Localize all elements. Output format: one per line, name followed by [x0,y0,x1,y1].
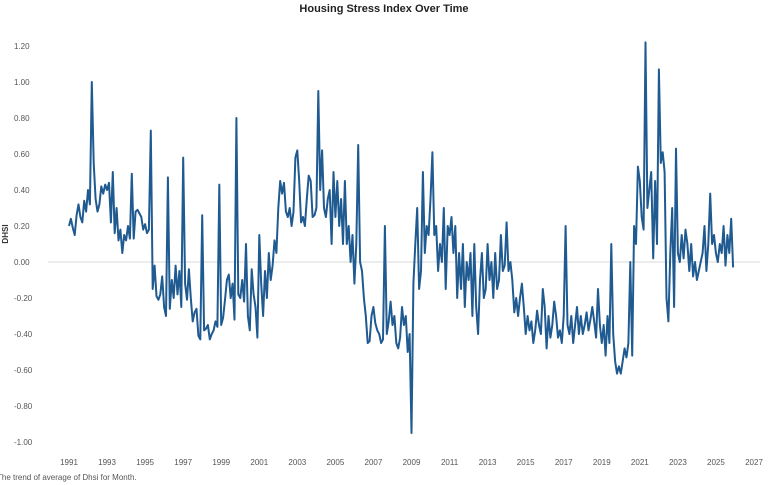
y-tick-label: 0.40 [14,186,30,195]
x-tick-label: 2023 [669,458,687,467]
y-tick-label: 1.20 [14,42,30,51]
x-tick-label: 1991 [60,458,78,467]
x-tick-label: 2005 [326,458,344,467]
x-tick-label: 2021 [631,458,649,467]
x-tick-label: 2009 [403,458,421,467]
y-axis-ticks: 1.20 1.00 0.80 0.60 0.40 0.20 0.00 -0.20 -0.40 -0… [14,42,33,447]
y-tick-label: -1.00 [14,438,33,447]
y-tick-label: -0.60 [14,366,33,375]
chart-title: Housing Stress Index Over Time [299,3,469,15]
y-tick-label: 1.00 [14,78,30,87]
x-tick-label: 2019 [593,458,611,467]
y-tick-label: -0.40 [14,330,33,339]
chart-footer-caption: The trend of average of Dhsi for Month. [0,473,137,482]
series-group [68,41,735,434]
x-tick-label: 2025 [707,458,725,467]
x-tick-label: 2015 [517,458,535,467]
x-tick-label: 2017 [555,458,573,467]
x-tick-label: 2007 [365,458,383,467]
y-tick-label: 0.20 [14,222,30,231]
y-tick-label: 0.60 [14,150,30,159]
y-tick-label: -0.80 [14,402,33,411]
x-tick-label: 2027 [745,458,763,467]
x-axis-ticks: 1991 1993 1995 1997 1999 2001 2003 2005 2007 2009… [60,458,763,467]
y-axis-title: DHSI [1,224,10,243]
x-tick-label: 1997 [174,458,192,467]
y-tick-label: 0.80 [14,114,30,123]
y-tick-label: 0.00 [14,258,30,267]
x-tick-label: 1995 [136,458,154,467]
x-tick-label: 1993 [98,458,116,467]
x-tick-label: 2001 [250,458,268,467]
x-tick-label: 1999 [212,458,230,467]
series-line [68,41,735,434]
x-tick-label: 2011 [441,458,459,467]
y-tick-label: -0.20 [14,294,33,303]
x-tick-label: 2003 [288,458,306,467]
x-tick-label: 2013 [479,458,497,467]
y-axis-title-group: DHSI [1,224,10,243]
